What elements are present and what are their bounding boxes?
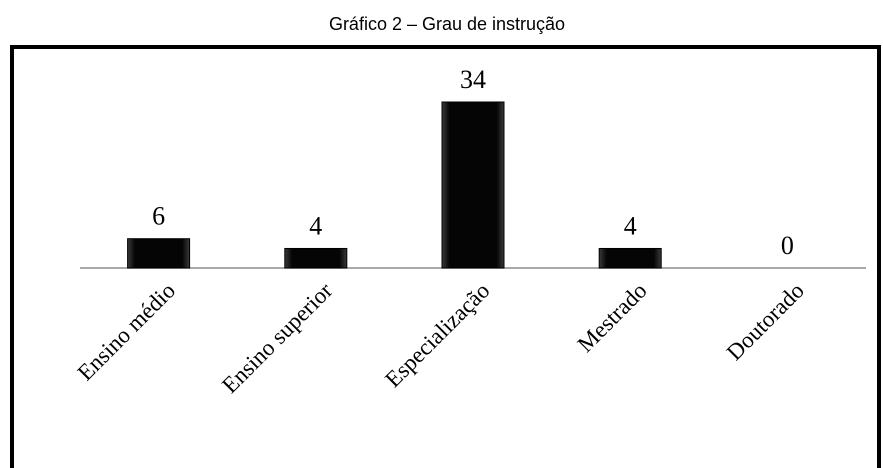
x-tick-label: Ensino superior bbox=[217, 278, 337, 398]
x-tick-label: Doutorado bbox=[722, 278, 809, 365]
data-label: 34 bbox=[460, 65, 486, 94]
x-tick-label: Mestrado bbox=[573, 278, 652, 357]
bar bbox=[598, 247, 662, 269]
x-tick-label: Especialização bbox=[380, 278, 494, 392]
data-label: 4 bbox=[309, 211, 322, 240]
bar bbox=[284, 247, 348, 269]
bar bbox=[127, 238, 191, 269]
x-tick-label: Ensino médio bbox=[73, 278, 181, 386]
chart-frame bbox=[10, 45, 881, 468]
bar bbox=[441, 101, 505, 269]
data-label: 4 bbox=[624, 211, 637, 240]
chart-title: Gráfico 2 – Grau de instrução bbox=[329, 14, 565, 34]
data-label: 6 bbox=[152, 202, 165, 231]
data-label: 0 bbox=[781, 231, 794, 260]
